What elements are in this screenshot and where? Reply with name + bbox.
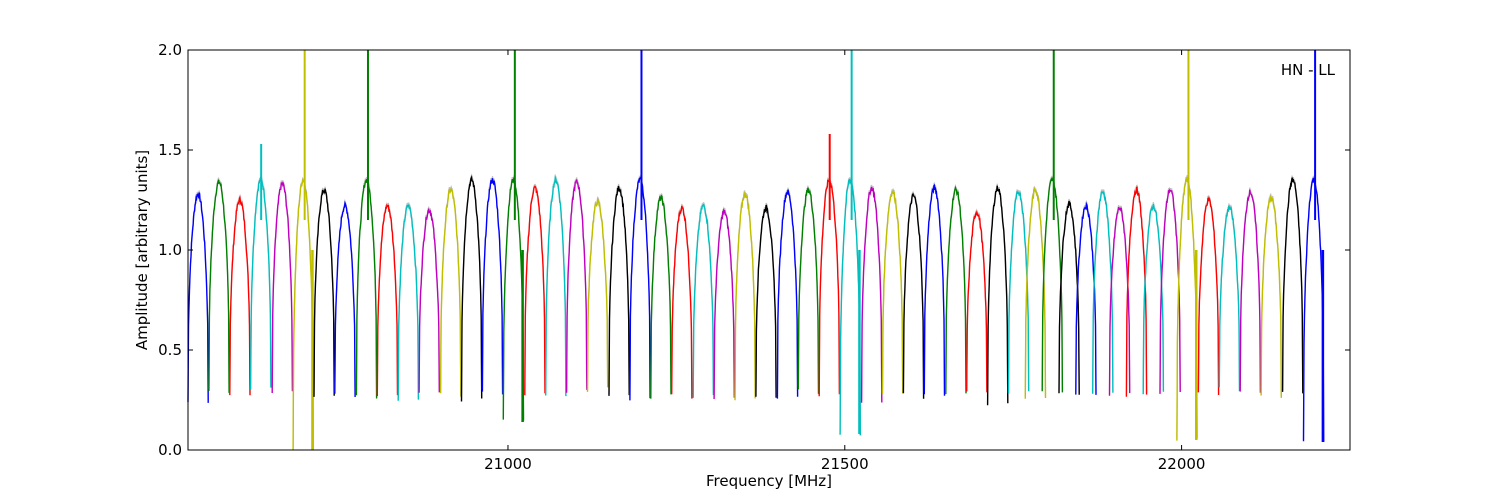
channel-series-line (1092, 190, 1114, 394)
channel-series-line (481, 178, 504, 395)
channel-series-line (460, 174, 483, 402)
channel-series-line (502, 177, 525, 421)
channel-series-line (1159, 188, 1181, 394)
y-tick-label: 1.0 (158, 241, 182, 259)
channel-series-line (376, 203, 399, 397)
channel-series-line (776, 189, 799, 399)
channel-series-line (1260, 194, 1282, 398)
channel-series-line (586, 197, 609, 392)
channel-series-line (986, 185, 1009, 406)
channel-series-line (1041, 176, 1064, 393)
channel-series-line (1075, 201, 1097, 395)
channel-series-line (439, 186, 462, 397)
channel-series-line (755, 204, 777, 398)
channel-series-line (671, 205, 693, 399)
channel-series-line (902, 192, 925, 399)
channel-series-line (881, 190, 904, 395)
channel-series-line (734, 192, 756, 401)
x-tick-label: 21000 (484, 455, 532, 473)
channel-series-line (334, 200, 356, 398)
channel-series-line (292, 178, 314, 451)
channel-series-line (418, 207, 440, 393)
channel-series-line (608, 185, 630, 396)
channel-series-line (860, 186, 883, 403)
channel-series-line (208, 179, 230, 393)
y-tick-label: 2.0 (158, 41, 182, 59)
channel-series-line (545, 175, 567, 397)
channel-series-line (839, 178, 861, 436)
channel-series-line (1281, 177, 1304, 394)
channel-series-line (355, 179, 378, 399)
channel-series-line (1142, 204, 1165, 395)
channel-series-line (945, 185, 967, 395)
panel-annotation: HN - LL (1281, 61, 1336, 79)
channel-series-line (229, 195, 251, 396)
channel-series-line (1024, 187, 1047, 399)
y-axis-label: Amplitude [arbitrary units] (133, 150, 151, 350)
channel-series-line (187, 192, 209, 403)
x-axis-label: Frequency [MHz] (706, 472, 832, 490)
channel-series-line (923, 183, 946, 396)
channel-series-line (1007, 191, 1030, 394)
channel-series-line (1239, 189, 1262, 393)
channel-series-line (313, 188, 335, 397)
x-tick-label: 22000 (1158, 455, 1206, 473)
channel-series-line (565, 179, 588, 393)
channel-series-line (1197, 196, 1220, 396)
channel-series-line (1218, 205, 1241, 392)
channel-series-line (692, 203, 715, 398)
channel-series-line (713, 207, 735, 400)
channel-series-line (397, 204, 420, 401)
y-tick-label: 0.5 (158, 341, 182, 359)
channel-series-line (629, 176, 651, 401)
channel-series-layer (187, 50, 1325, 451)
channel-series-line (524, 185, 546, 396)
channel-series-line (1058, 200, 1080, 395)
axis-ticks-layer: 21000 21500 22000 0.0 0.5 1.0 1.5 2.0 (158, 41, 1350, 473)
y-tick-label: 1.5 (158, 141, 182, 159)
channel-series-line (1176, 177, 1198, 441)
channel-series-line (1302, 177, 1325, 443)
channel-series-line (271, 181, 294, 394)
channel-series-line (650, 194, 672, 399)
channel-series-line (966, 209, 988, 393)
x-tick-label: 21500 (821, 455, 869, 473)
channel-series-line (1108, 206, 1131, 396)
channel-series-line (797, 187, 820, 394)
channel-series-line (1125, 186, 1148, 397)
y-tick-label: 0.0 (158, 441, 182, 459)
